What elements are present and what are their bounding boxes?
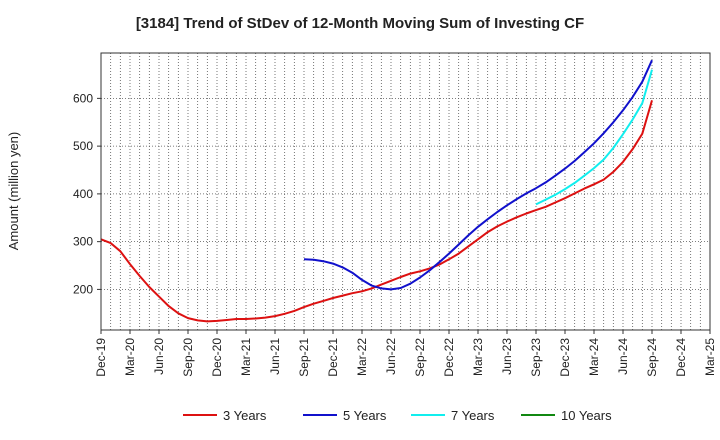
grid bbox=[100, 53, 711, 330]
y-axis-label: Amount (million yen) bbox=[6, 132, 21, 251]
y-tick-label: 400 bbox=[73, 187, 93, 201]
x-tick-label: Sep-20 bbox=[181, 338, 195, 377]
chart-title: [3184] Trend of StDev of 12-Month Moving… bbox=[136, 15, 584, 32]
x-tick-label: Jun-23 bbox=[500, 338, 514, 375]
x-tick-label: Mar-22 bbox=[355, 338, 369, 376]
x-tick-labels: Dec-19 Mar-20 Jun-20 Sep-20 Dec-20 Mar-21 Jun-… bbox=[94, 330, 717, 377]
x-tick-label: Sep-23 bbox=[529, 338, 543, 377]
legend-label-3-years: 3 Years bbox=[223, 408, 267, 423]
y-tick-label: 200 bbox=[73, 282, 93, 296]
x-tick-label: Dec-21 bbox=[326, 338, 340, 377]
series-line-7-years bbox=[535, 69, 653, 206]
x-tick-label: Mar-24 bbox=[587, 338, 601, 376]
x-tick-label: Mar-25 bbox=[703, 338, 717, 376]
x-tick-label: Sep-21 bbox=[297, 338, 311, 377]
legend-label-10-years: 10 Years bbox=[561, 408, 612, 423]
x-tick-label: Dec-20 bbox=[210, 338, 224, 377]
x-tick-label: Mar-20 bbox=[123, 338, 137, 376]
x-tick-label: Sep-22 bbox=[413, 338, 427, 377]
x-tick-label: Jun-20 bbox=[152, 338, 166, 375]
y-tick-label: 600 bbox=[73, 91, 93, 105]
y-tick-label: 300 bbox=[73, 235, 93, 249]
x-tick-label: Dec-22 bbox=[442, 338, 456, 377]
x-tick-label: Sep-24 bbox=[645, 338, 659, 377]
plot-border bbox=[100, 52, 711, 331]
x-tick-label: Mar-21 bbox=[239, 338, 253, 376]
legend-label-5-years: 5 Years bbox=[343, 408, 387, 423]
y-tick-labels: 200 300 400 500 600 bbox=[73, 91, 101, 296]
plot-area bbox=[101, 53, 710, 330]
x-tick-label: Jun-21 bbox=[268, 338, 282, 375]
series-group bbox=[100, 59, 653, 323]
y-tick-label: 500 bbox=[73, 139, 93, 153]
legend-label-7-years: 7 Years bbox=[451, 408, 495, 423]
series-line-5-years bbox=[303, 59, 653, 291]
x-tick-label: Jun-22 bbox=[384, 338, 398, 375]
x-tick-label: Jun-24 bbox=[616, 338, 630, 375]
x-tick-label: Dec-24 bbox=[674, 338, 688, 377]
x-tick-label: Mar-23 bbox=[471, 338, 485, 376]
legend: 3 Years 5 Years 7 Years 10 Years bbox=[183, 408, 612, 423]
x-tick-label: Dec-23 bbox=[558, 338, 572, 377]
x-tick-label: Dec-19 bbox=[94, 338, 108, 377]
